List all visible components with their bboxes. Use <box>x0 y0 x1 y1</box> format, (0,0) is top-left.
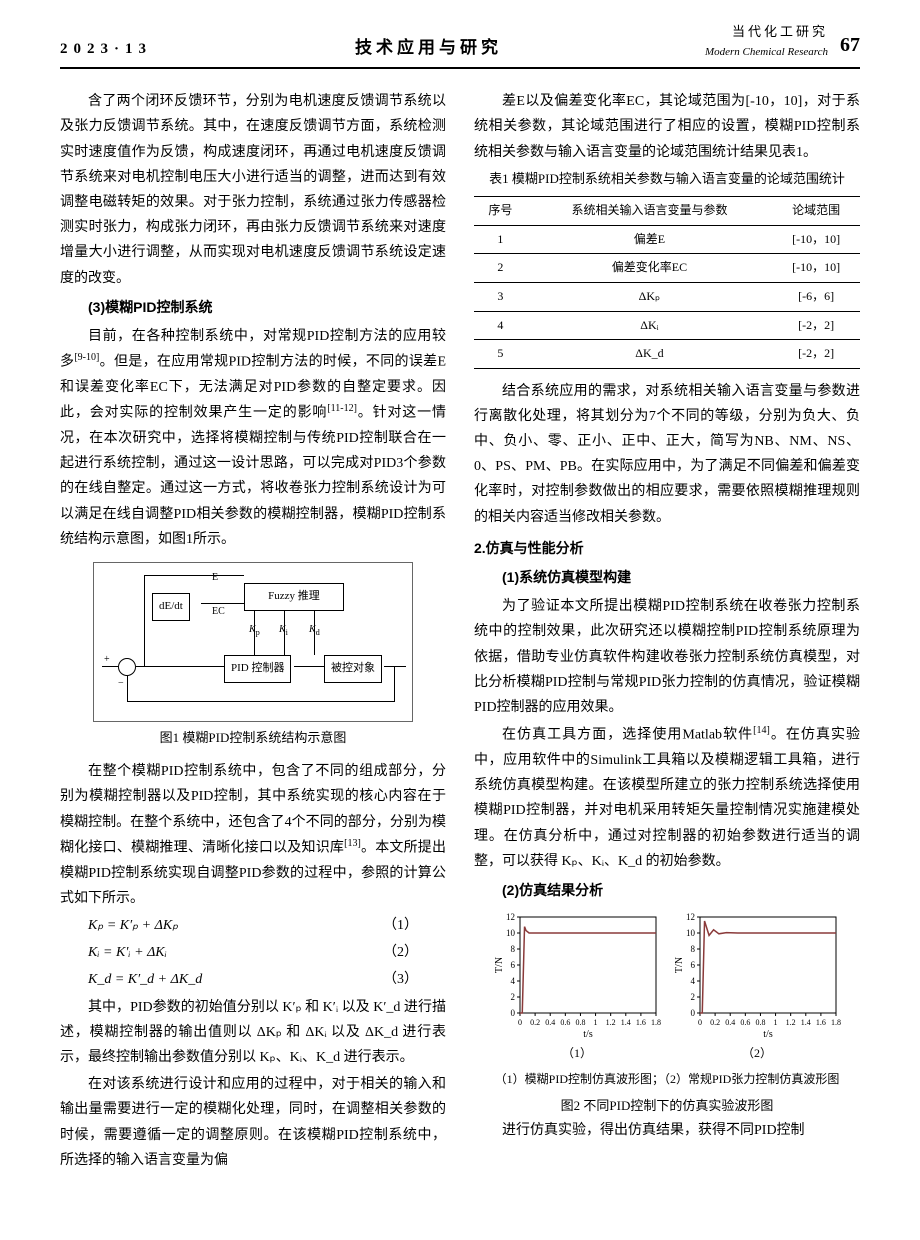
svg-text:0.6: 0.6 <box>740 1018 750 1027</box>
svg-text:0.4: 0.4 <box>545 1018 555 1027</box>
svg-text:0.4: 0.4 <box>725 1018 735 1027</box>
page-number: 67 <box>840 27 860 63</box>
svg-text:1.4: 1.4 <box>801 1018 811 1027</box>
section-heading: 2.仿真与性能分析 <box>474 536 860 561</box>
block-diagram: E dE/dt EC Fuzzy 推理 Kp Ki Kd PID 控制器 被控对… <box>93 562 413 722</box>
svg-text:t/s: t/s <box>583 1029 593 1040</box>
table-row: 4ΔKᵢ[-2，2] <box>474 311 860 340</box>
svg-text:T/N: T/N <box>494 957 505 973</box>
citation: [14] <box>753 725 770 736</box>
journal-en: Modern Chemical Research <box>705 43 828 63</box>
svg-text:1.4: 1.4 <box>621 1018 631 1027</box>
figure-caption: 图1 模糊PID控制系统结构示意图 <box>60 726 446 749</box>
table-header: 论域范围 <box>772 197 860 226</box>
header-center: 技术应用与研究 <box>355 33 502 64</box>
svg-text:1.6: 1.6 <box>816 1018 826 1027</box>
table-row: 1偏差E[-10，10] <box>474 225 860 254</box>
svg-text:1.8: 1.8 <box>651 1018 661 1027</box>
svg-text:8: 8 <box>691 944 696 954</box>
body-text: 目前，在各种控制系统中，对常规PID控制方法的应用较多[9-10]。但是，在应用… <box>60 324 446 552</box>
svg-text:4: 4 <box>511 976 516 986</box>
svg-text:10: 10 <box>506 928 516 938</box>
svg-text:12: 12 <box>686 912 695 922</box>
body-text: 进行仿真实验，得出仿真结果，获得不同PID控制 <box>474 1118 860 1143</box>
table-row: 3ΔKₚ[-6，6] <box>474 282 860 311</box>
body-text: 在仿真工具方面，选择使用Matlab软件[14]。在仿真实验中，应用软件中的Si… <box>474 722 860 874</box>
subplot-label: （1） <box>492 1043 662 1065</box>
plot-right: 0 2 4 6 8 10 12 0 0.2 0.4 0.6 0.8 1 1.2 1.4 1.6 1.8 T/N t/… <box>672 911 842 1065</box>
svg-text:0: 0 <box>698 1018 702 1027</box>
svg-text:1: 1 <box>594 1018 598 1027</box>
svg-text:1.6: 1.6 <box>636 1018 646 1027</box>
body-text: 含了两个闭环反馈环节，分别为电机速度反馈调节系统以及张力反馈调节系统。其中，在速… <box>60 89 446 291</box>
svg-text:10: 10 <box>686 928 696 938</box>
svg-text:T/N: T/N <box>674 957 685 973</box>
svg-text:1.2: 1.2 <box>606 1018 616 1027</box>
body-text: 为了验证本文所提出模糊PID控制系统在收卷张力控制系统中的控制效果，此次研究还以… <box>474 594 860 720</box>
svg-text:1.2: 1.2 <box>786 1018 796 1027</box>
svg-text:8: 8 <box>511 944 516 954</box>
figure-1: E dE/dt EC Fuzzy 推理 Kp Ki Kd PID 控制器 被控对… <box>60 562 446 749</box>
table-header: 系统相关输入语言变量与参数 <box>527 197 773 226</box>
subsection-heading: (1)系统仿真模型构建 <box>474 565 860 590</box>
figure-2: 02468101200.20.40.60.811.21.41.61.8T/Nt/… <box>474 911 860 1065</box>
subsection-heading: (2)仿真结果分析 <box>474 878 860 903</box>
table-row: 5ΔK_d[-2，2] <box>474 340 860 369</box>
svg-text:12: 12 <box>506 912 515 922</box>
svg-text:6: 6 <box>511 960 516 970</box>
body-text: 其中，PID参数的初始值分别以 K′ₚ 和 K′ᵢ 以及 K′_d 进行描述，模… <box>60 995 446 1071</box>
equation-1: Kₚ = K′ₚ + ΔKₚ（1） <box>60 913 446 938</box>
subsection-heading: (3)模糊PID控制系统 <box>60 295 446 320</box>
citation: [11-12] <box>327 403 357 414</box>
table-caption: 表1 模糊PID控制系统相关参数与输入语言变量的论域范围统计 <box>474 167 860 190</box>
figure-caption: 图2 不同PID控制下的仿真实验波形图 <box>474 1094 860 1117</box>
page-header: 2023·13 技术应用与研究 当代化工研究 Modern Chemical R… <box>60 20 860 69</box>
journal-cn: 当代化工研究 <box>705 20 828 43</box>
body-text: 差E以及偏差变化率EC，其论域范围为[-10，10]，对于系统相关参数，其论域范… <box>474 89 860 165</box>
table-row: 2偏差变化率EC[-10，10] <box>474 254 860 283</box>
equation-2: Kᵢ = K′ᵢ + ΔKᵢ（2） <box>60 940 446 965</box>
svg-text:2: 2 <box>511 992 516 1002</box>
body-text: 在对该系统进行设计和应用的过程中，对于相关的输入和输出量需要进行一定的模糊化处理… <box>60 1072 446 1173</box>
left-column: 含了两个闭环反馈环节，分别为电机速度反馈调节系统以及张力反馈调节系统。其中，在速… <box>60 89 446 1175</box>
header-right: 当代化工研究 Modern Chemical Research 67 <box>705 20 860 63</box>
svg-text:0: 0 <box>691 1008 696 1018</box>
body-text: 在整个模糊PID控制系统中，包含了不同的组成部分，分别为模糊控制器以及PID控制… <box>60 759 446 911</box>
equation-3: K_d = K′_d + ΔK_d（3） <box>60 967 446 992</box>
issue-label: 2023·13 <box>60 36 152 63</box>
citation: [13] <box>344 838 361 849</box>
content-columns: 含了两个闭环反馈环节，分别为电机速度反馈调节系统以及张力反馈调节系统。其中，在速… <box>60 89 860 1175</box>
svg-text:2: 2 <box>691 992 696 1002</box>
svg-text:0: 0 <box>511 1008 516 1018</box>
svg-text:0.2: 0.2 <box>530 1018 540 1027</box>
svg-text:4: 4 <box>691 976 696 986</box>
right-column: 差E以及偏差变化率EC，其论域范围为[-10，10]，对于系统相关参数，其论域范… <box>474 89 860 1175</box>
subplot-label: （2） <box>672 1043 842 1065</box>
svg-text:1.8: 1.8 <box>831 1018 841 1027</box>
svg-text:0.2: 0.2 <box>710 1018 720 1027</box>
table-1: 序号系统相关输入语言变量与参数论域范围 1偏差E[-10，10]2偏差变化率EC… <box>474 196 860 369</box>
citation: [9-10] <box>74 352 99 363</box>
svg-text:0.6: 0.6 <box>560 1018 570 1027</box>
svg-text:0: 0 <box>518 1018 522 1027</box>
svg-text:t/s: t/s <box>763 1029 773 1040</box>
svg-text:0.8: 0.8 <box>755 1018 765 1027</box>
body-text: 结合系统应用的需求，对系统相关输入语言变量与参数进行离散化处理，将其划分为7个不… <box>474 379 860 530</box>
svg-text:1: 1 <box>774 1018 778 1027</box>
svg-text:6: 6 <box>691 960 696 970</box>
svg-text:0.8: 0.8 <box>575 1018 585 1027</box>
table-header: 序号 <box>474 197 527 226</box>
figure-subcaption: （1）模糊PID控制仿真波形图；（2）常规PID张力控制仿真波形图 <box>474 1069 860 1091</box>
plot-left: 0 2 4 6 8 10 12 0 0.2 0.4 0.6 0.8 1 1.2 1.4 1.6 1.8 T/N t/… <box>492 911 662 1065</box>
